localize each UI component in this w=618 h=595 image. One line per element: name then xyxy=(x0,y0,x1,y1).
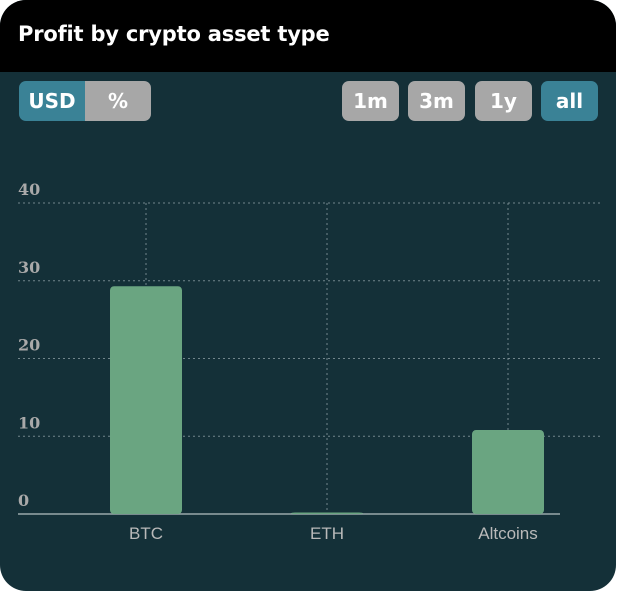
percent-toggle-button[interactable]: % xyxy=(85,81,151,121)
range-1m-button[interactable]: 1m xyxy=(342,81,399,121)
range-1y-button[interactable]: 1y xyxy=(475,81,532,121)
x-tick-label: Altcoins xyxy=(478,524,538,543)
card-title: Profit by crypto asset type xyxy=(18,22,330,46)
bar-altcoins xyxy=(472,430,544,514)
y-tick-label: 20 xyxy=(18,336,40,355)
y-tick-label: 0 xyxy=(18,491,29,510)
card-header: Profit by crypto asset type xyxy=(0,0,616,72)
unit-toggle: USD % xyxy=(19,81,151,121)
range-3m-button[interactable]: 3m xyxy=(408,81,465,121)
bar-eth xyxy=(291,512,363,514)
range-all-button[interactable]: all xyxy=(541,81,598,121)
y-tick-label: 40 xyxy=(18,180,40,199)
x-tick-label: BTC xyxy=(129,524,163,543)
bar-btc xyxy=(110,286,182,514)
x-tick-label: ETH xyxy=(310,524,344,543)
y-tick-label: 10 xyxy=(18,413,40,432)
usd-toggle-button[interactable]: USD xyxy=(19,81,85,121)
y-tick-label: 30 xyxy=(18,258,40,277)
